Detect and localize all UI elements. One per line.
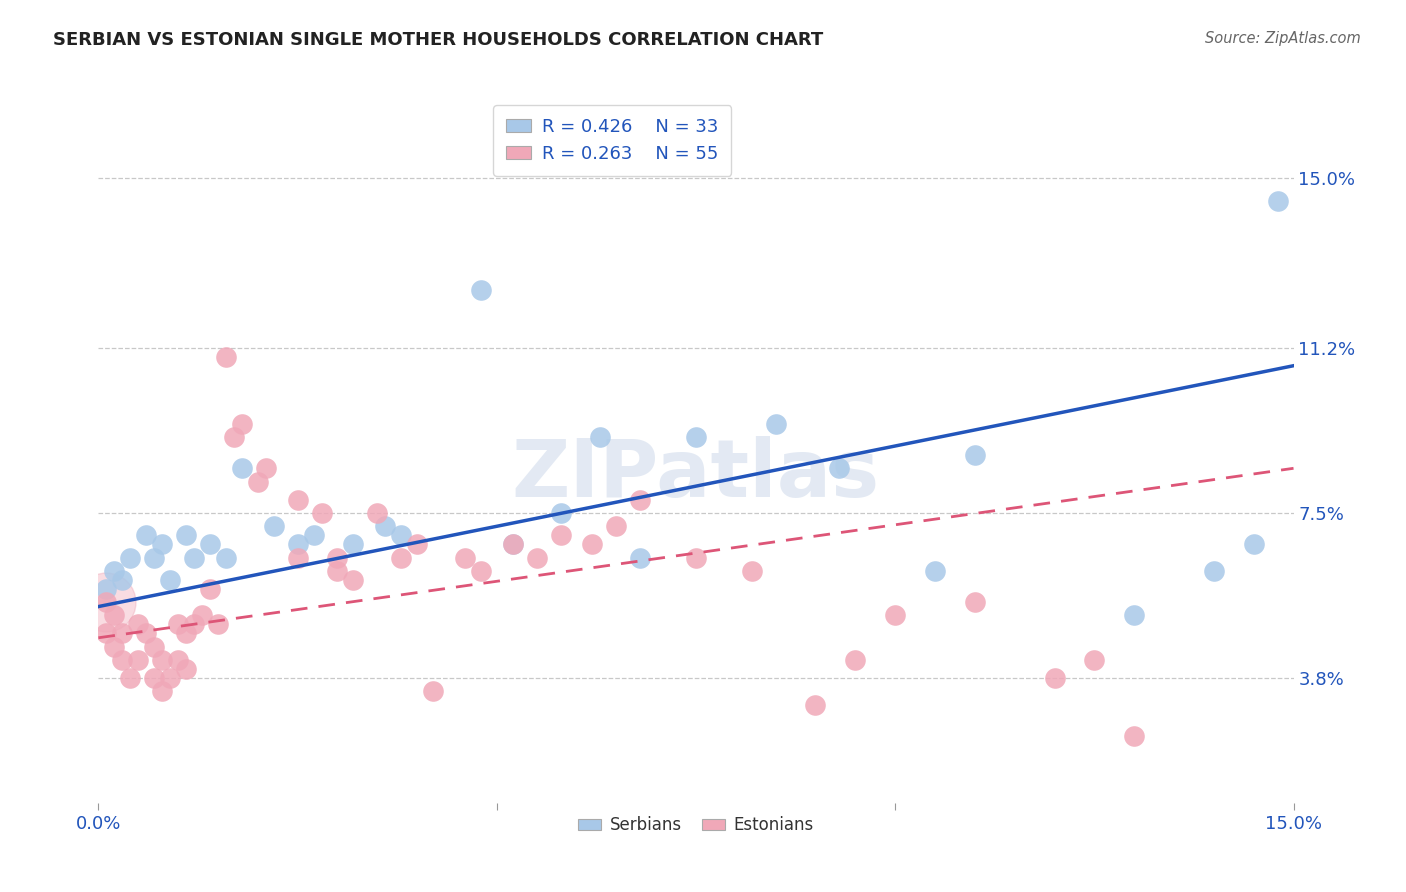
- Point: [167, 653, 190, 667]
- Point: [628, 492, 651, 507]
- Point: [589, 430, 612, 444]
- Point: [502, 537, 524, 551]
- Point: [1267, 194, 1289, 208]
- Point: [120, 671, 142, 685]
- Point: [470, 283, 492, 297]
- Point: [120, 550, 142, 565]
- Point: [215, 350, 238, 364]
- Point: [96, 595, 118, 609]
- Legend: Serbians, Estonians: Serbians, Estonians: [571, 810, 821, 841]
- Point: [143, 550, 166, 565]
- Point: [174, 662, 197, 676]
- Point: [302, 528, 325, 542]
- Point: [1123, 608, 1146, 623]
- Point: [1043, 671, 1066, 685]
- Point: [454, 550, 477, 565]
- Point: [366, 506, 388, 520]
- Point: [150, 537, 173, 551]
- Point: [103, 608, 125, 623]
- Point: [550, 506, 572, 520]
- Point: [342, 573, 364, 587]
- Point: [143, 671, 166, 685]
- Point: [884, 608, 907, 623]
- Point: [1123, 729, 1146, 743]
- Point: [287, 492, 309, 507]
- Point: [287, 550, 309, 565]
- Point: [581, 537, 603, 551]
- Point: [111, 626, 134, 640]
- Point: [96, 582, 118, 596]
- Point: [526, 550, 548, 565]
- Point: [198, 537, 221, 551]
- Point: [167, 617, 190, 632]
- Point: [963, 595, 986, 609]
- Point: [191, 608, 214, 623]
- Point: [103, 640, 125, 654]
- Point: [222, 430, 245, 444]
- Point: [159, 573, 181, 587]
- Text: Source: ZipAtlas.com: Source: ZipAtlas.com: [1205, 31, 1361, 46]
- Point: [287, 537, 309, 551]
- Point: [326, 564, 349, 578]
- Point: [605, 519, 627, 533]
- Point: [628, 550, 651, 565]
- Point: [342, 537, 364, 551]
- Point: [198, 582, 221, 596]
- Point: [207, 617, 229, 632]
- Point: [127, 617, 149, 632]
- Point: [159, 671, 181, 685]
- Point: [231, 417, 253, 431]
- Point: [246, 475, 269, 489]
- Point: [311, 506, 333, 520]
- Point: [135, 528, 157, 542]
- Point: [143, 640, 166, 654]
- Point: [963, 448, 986, 462]
- Point: [111, 573, 134, 587]
- Point: [685, 430, 707, 444]
- Point: [470, 564, 492, 578]
- Point: [389, 550, 412, 565]
- Point: [254, 461, 277, 475]
- Point: [1243, 537, 1265, 551]
- Point: [326, 550, 349, 565]
- Point: [1202, 564, 1225, 578]
- Point: [550, 528, 572, 542]
- Point: [804, 698, 827, 712]
- Point: [389, 528, 412, 542]
- Point: [135, 626, 157, 640]
- Point: [183, 550, 205, 565]
- Point: [150, 684, 173, 698]
- Point: [422, 684, 444, 698]
- Point: [96, 595, 118, 609]
- Point: [741, 564, 763, 578]
- Point: [374, 519, 396, 533]
- Point: [231, 461, 253, 475]
- Point: [1083, 653, 1105, 667]
- Point: [215, 550, 238, 565]
- Point: [406, 537, 429, 551]
- Point: [127, 653, 149, 667]
- Point: [111, 653, 134, 667]
- Point: [96, 626, 118, 640]
- Point: [765, 417, 787, 431]
- Point: [103, 564, 125, 578]
- Point: [502, 537, 524, 551]
- Point: [174, 528, 197, 542]
- Point: [263, 519, 285, 533]
- Text: SERBIAN VS ESTONIAN SINGLE MOTHER HOUSEHOLDS CORRELATION CHART: SERBIAN VS ESTONIAN SINGLE MOTHER HOUSEH…: [53, 31, 824, 49]
- Point: [828, 461, 851, 475]
- Point: [844, 653, 866, 667]
- Text: ZIPatlas: ZIPatlas: [512, 435, 880, 514]
- Point: [183, 617, 205, 632]
- Point: [174, 626, 197, 640]
- Point: [150, 653, 173, 667]
- Point: [924, 564, 946, 578]
- Point: [685, 550, 707, 565]
